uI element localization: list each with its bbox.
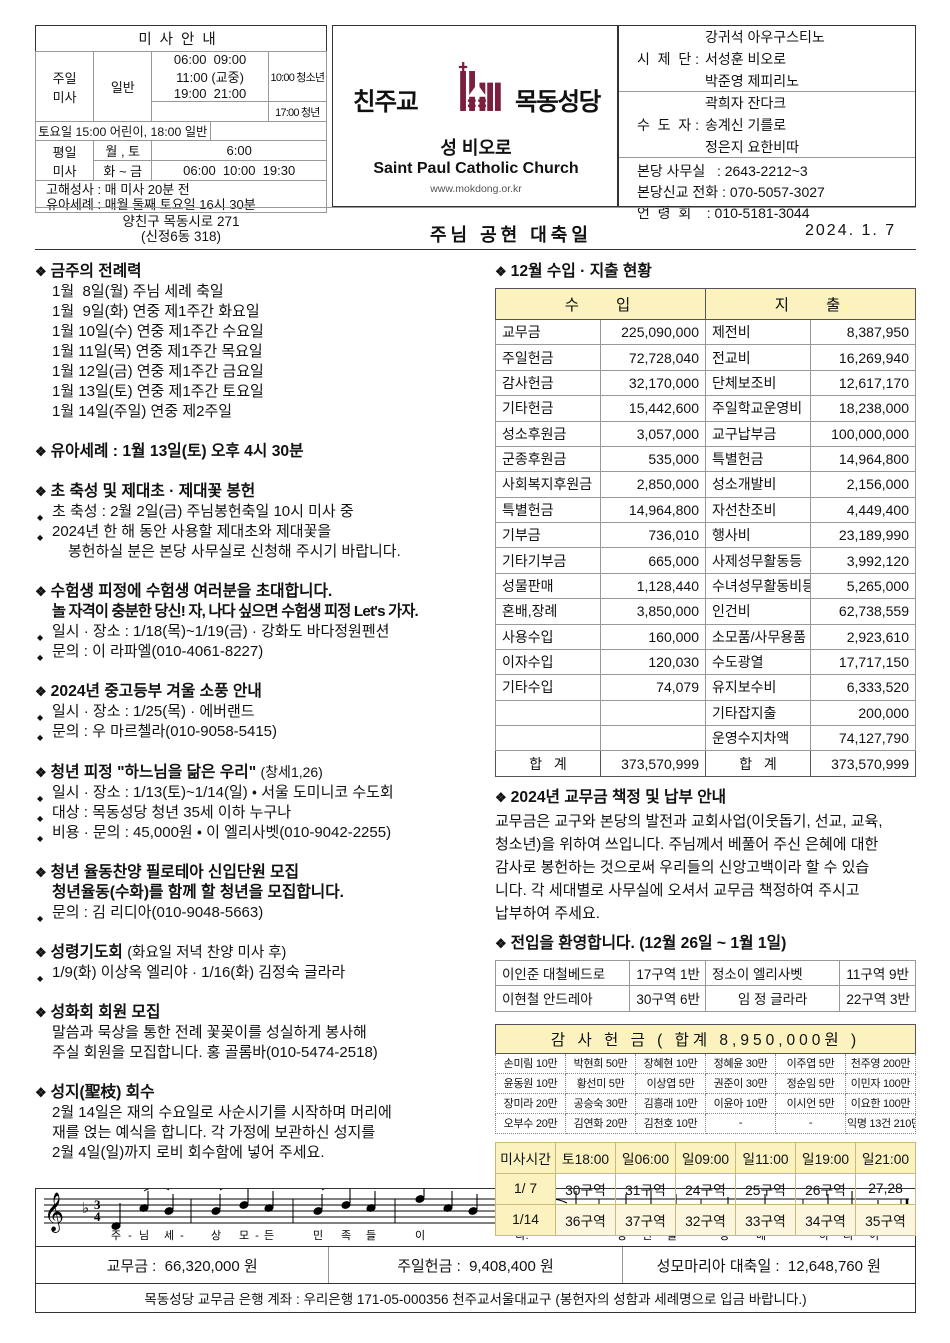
svg-text:님: 님 [139, 1229, 149, 1242]
svg-text:세: 세 [164, 1229, 174, 1242]
svg-text:주: 주 [111, 1230, 121, 1242]
svg-text:𝄞: 𝄞 [44, 1193, 64, 1233]
svg-text:♭: ♭ [82, 1201, 89, 1217]
svg-text:든: 든 [264, 1230, 274, 1242]
svg-text:상: 상 [211, 1229, 221, 1242]
svg-text:-: - [128, 1230, 132, 1242]
svg-text:모: 모 [239, 1230, 249, 1242]
svg-text:-: - [255, 1230, 259, 1242]
svg-text:족: 족 [341, 1229, 351, 1242]
svg-text:-: - [180, 1230, 184, 1242]
svg-text:민: 민 [313, 1229, 323, 1242]
svg-text:4: 4 [94, 1209, 101, 1224]
svg-text:들: 들 [366, 1229, 376, 1242]
svg-text:이: 이 [415, 1229, 425, 1242]
